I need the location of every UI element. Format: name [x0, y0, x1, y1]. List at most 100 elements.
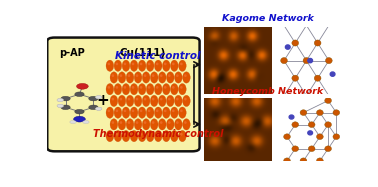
Ellipse shape	[134, 95, 142, 107]
Ellipse shape	[170, 84, 178, 95]
Ellipse shape	[170, 131, 178, 142]
Ellipse shape	[166, 95, 174, 107]
Ellipse shape	[119, 98, 122, 100]
Ellipse shape	[124, 133, 126, 136]
Ellipse shape	[178, 107, 186, 118]
Ellipse shape	[180, 109, 183, 112]
Ellipse shape	[118, 119, 126, 130]
Circle shape	[96, 107, 102, 110]
Ellipse shape	[176, 98, 179, 100]
Ellipse shape	[134, 119, 142, 130]
Ellipse shape	[183, 95, 190, 107]
Ellipse shape	[112, 74, 114, 77]
Ellipse shape	[140, 86, 143, 89]
Ellipse shape	[183, 72, 190, 83]
Ellipse shape	[116, 62, 118, 65]
Ellipse shape	[163, 84, 170, 95]
Ellipse shape	[160, 121, 163, 124]
Ellipse shape	[144, 121, 146, 124]
Ellipse shape	[164, 133, 167, 136]
Ellipse shape	[138, 84, 146, 95]
Ellipse shape	[108, 109, 110, 112]
Circle shape	[57, 104, 64, 108]
Ellipse shape	[118, 95, 126, 107]
Ellipse shape	[170, 60, 178, 71]
Circle shape	[61, 105, 70, 110]
Ellipse shape	[116, 109, 118, 112]
Ellipse shape	[184, 98, 187, 100]
Ellipse shape	[183, 119, 190, 130]
FancyBboxPatch shape	[47, 38, 200, 151]
Ellipse shape	[132, 133, 134, 136]
Ellipse shape	[114, 84, 122, 95]
Ellipse shape	[122, 107, 130, 118]
Ellipse shape	[168, 121, 170, 124]
Ellipse shape	[158, 119, 166, 130]
Ellipse shape	[180, 86, 183, 89]
Ellipse shape	[122, 131, 130, 142]
Ellipse shape	[116, 86, 118, 89]
Circle shape	[75, 109, 84, 114]
Ellipse shape	[160, 98, 163, 100]
Ellipse shape	[156, 86, 158, 89]
Ellipse shape	[154, 84, 162, 95]
Ellipse shape	[152, 98, 155, 100]
Ellipse shape	[132, 62, 134, 65]
Circle shape	[76, 83, 88, 89]
Ellipse shape	[110, 72, 118, 83]
Ellipse shape	[142, 119, 150, 130]
Ellipse shape	[106, 131, 114, 142]
Ellipse shape	[130, 60, 138, 71]
Ellipse shape	[119, 121, 122, 124]
Circle shape	[57, 99, 64, 102]
Ellipse shape	[175, 95, 182, 107]
Ellipse shape	[114, 60, 122, 71]
Ellipse shape	[142, 72, 150, 83]
Ellipse shape	[168, 74, 170, 77]
Ellipse shape	[178, 131, 186, 142]
Ellipse shape	[108, 86, 110, 89]
Ellipse shape	[108, 62, 110, 65]
Ellipse shape	[150, 95, 158, 107]
Text: Honeycomb Network: Honeycomb Network	[212, 87, 324, 96]
Ellipse shape	[114, 131, 122, 142]
Ellipse shape	[124, 86, 126, 89]
Ellipse shape	[106, 60, 114, 71]
Ellipse shape	[178, 60, 186, 71]
Ellipse shape	[166, 119, 174, 130]
Ellipse shape	[176, 121, 179, 124]
Ellipse shape	[172, 133, 175, 136]
Ellipse shape	[140, 133, 143, 136]
Circle shape	[96, 96, 102, 99]
Ellipse shape	[116, 133, 118, 136]
Ellipse shape	[166, 72, 174, 83]
Text: p-AP: p-AP	[59, 48, 85, 58]
Ellipse shape	[156, 62, 158, 65]
Ellipse shape	[124, 109, 126, 112]
Ellipse shape	[146, 84, 154, 95]
Ellipse shape	[118, 72, 126, 83]
Text: Thermodynamic control: Thermodynamic control	[93, 129, 223, 139]
Ellipse shape	[180, 62, 183, 65]
Ellipse shape	[130, 107, 138, 118]
Ellipse shape	[122, 60, 130, 71]
Circle shape	[96, 107, 102, 110]
Ellipse shape	[130, 84, 138, 95]
Ellipse shape	[134, 72, 142, 83]
Ellipse shape	[128, 74, 130, 77]
Ellipse shape	[175, 72, 182, 83]
Ellipse shape	[110, 119, 118, 130]
Ellipse shape	[124, 62, 126, 65]
Circle shape	[61, 96, 70, 101]
Circle shape	[89, 105, 98, 110]
Ellipse shape	[142, 95, 150, 107]
Ellipse shape	[163, 107, 170, 118]
Ellipse shape	[172, 109, 175, 112]
Ellipse shape	[138, 60, 146, 71]
Ellipse shape	[148, 86, 150, 89]
Ellipse shape	[130, 131, 138, 142]
Ellipse shape	[119, 74, 122, 77]
Ellipse shape	[152, 121, 155, 124]
Ellipse shape	[156, 109, 158, 112]
Text: Cu(111): Cu(111)	[119, 48, 166, 58]
